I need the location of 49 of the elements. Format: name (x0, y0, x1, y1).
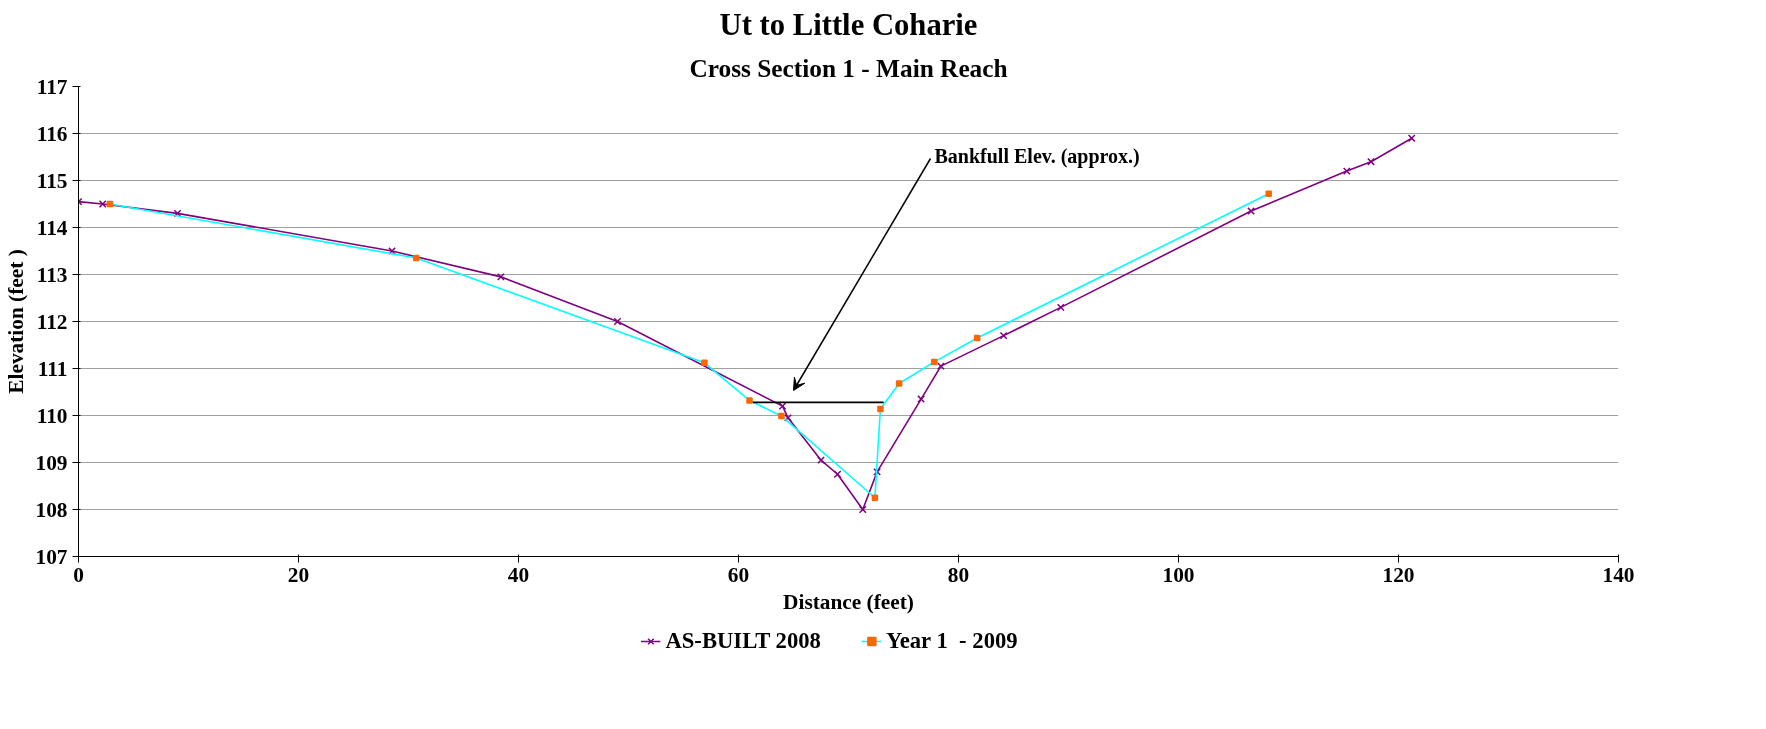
y-tick-label: 112 (36, 309, 68, 334)
point (873, 467, 882, 476)
point (895, 380, 903, 387)
x-tick-label: 140 (1602, 562, 1635, 587)
point (871, 494, 879, 501)
y-tick-label: 117 (36, 74, 68, 99)
y-tick-label: 109 (35, 450, 68, 475)
y-tick-label: 114 (36, 215, 68, 240)
legend-label: Year 1 - 2009 (885, 628, 1018, 654)
point (701, 359, 708, 367)
y-tick-label: 111 (37, 356, 68, 381)
point (931, 358, 938, 366)
point (1056, 303, 1065, 312)
point (973, 334, 981, 342)
point (917, 395, 926, 403)
point (1265, 190, 1272, 197)
legend-label: AS-BUILT 2008 (665, 628, 821, 654)
point (106, 200, 114, 208)
y-tick-label: 107 (35, 544, 68, 569)
point (746, 397, 753, 404)
point (388, 247, 396, 255)
y-tick-label: 113 (36, 262, 68, 287)
point (778, 412, 785, 420)
x-tick-label: 0 (73, 562, 84, 587)
point (1367, 157, 1375, 166)
chart-subtitle: Cross Section 1 - Main Reach (689, 53, 1008, 82)
x-tick-label: 120 (1382, 562, 1415, 587)
point (1247, 207, 1256, 215)
x-tick-label: 100 (1162, 562, 1195, 587)
annotation: Bankfull Elev. (approx.) (934, 144, 1140, 168)
point (936, 362, 945, 371)
y-tick-label: 115 (36, 168, 68, 193)
point (613, 317, 622, 326)
point (999, 331, 1008, 340)
x-tick-label: 80 (947, 562, 970, 587)
y-axis-title: Elevation (feet ) (3, 249, 28, 394)
y-tick-label: 116 (36, 121, 68, 146)
chart-title: Ut to Little Coharie (719, 7, 978, 42)
point (1407, 134, 1416, 143)
y-tick-label: 108 (35, 497, 68, 522)
x-tick-label: 60 (727, 562, 750, 587)
point (412, 254, 420, 262)
point (877, 405, 884, 413)
y-tick-label: 110 (36, 403, 68, 428)
point (496, 272, 505, 281)
x-axis-title: Distance (feet) (783, 589, 914, 614)
x-tick-label: 20 (287, 562, 310, 587)
point (1342, 167, 1351, 176)
x-tick-label: 40 (507, 562, 530, 587)
